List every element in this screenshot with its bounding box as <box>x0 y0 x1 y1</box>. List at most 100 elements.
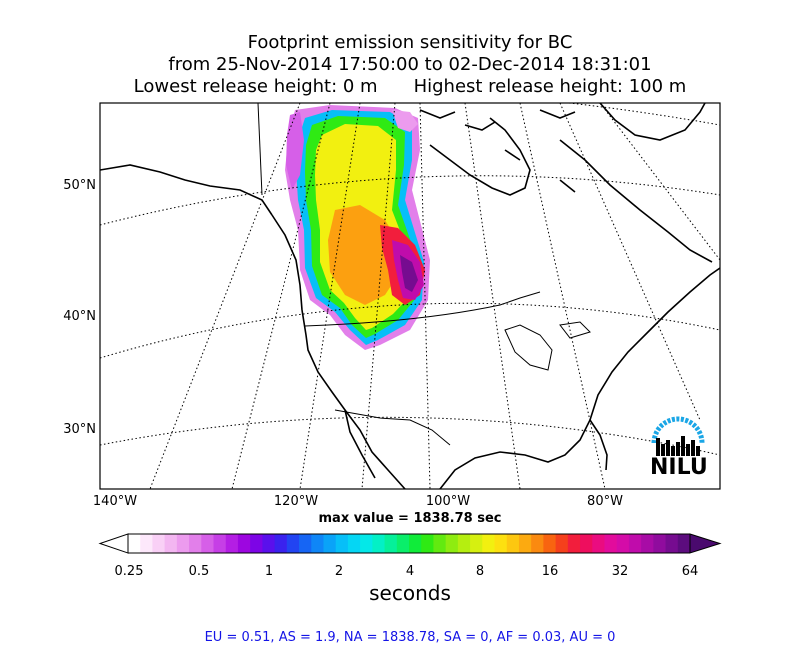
colorbar-segment <box>262 534 276 553</box>
coast-arctic-islands <box>419 109 576 193</box>
colorbar-segment <box>347 534 361 553</box>
colorbar-segment <box>384 534 398 553</box>
max-value-label: max value = 1838.78 sec <box>318 511 502 526</box>
colorbar-segment <box>518 534 532 553</box>
colorbar-max-arrow <box>689 533 722 554</box>
lon-line-110 <box>361 103 396 489</box>
nilu-logo <box>651 416 705 456</box>
colorbar-tick-0.5: 0.5 <box>188 564 210 579</box>
colorbar-segment <box>323 534 337 553</box>
coast-greenland <box>599 103 706 141</box>
nilu-skyline-icon <box>656 436 700 456</box>
colorbar-segment <box>494 534 508 553</box>
lat-line-30 <box>100 416 720 456</box>
colorbar-segment <box>128 534 141 553</box>
coastlines <box>100 103 720 489</box>
lon-line-60 <box>599 103 720 261</box>
colorbar-segment <box>176 534 190 553</box>
colorbar-tick-32: 32 <box>611 564 629 579</box>
coast-gulf-mexico <box>439 419 591 489</box>
nilu-arc-icon <box>651 416 705 444</box>
coast-us-west <box>301 309 406 489</box>
colorbar <box>98 533 722 554</box>
colorbar-segment <box>555 534 569 553</box>
colorbar-segment <box>189 534 202 553</box>
colorbar-segment <box>201 534 215 553</box>
colorbar-segment <box>140 534 154 553</box>
lat-label-30: 30°N <box>63 422 96 437</box>
colorbar-segment <box>592 534 606 553</box>
colorbar-segment <box>274 534 288 553</box>
colorbar-segment <box>580 534 593 553</box>
colorbar-segment <box>482 534 496 553</box>
lon-label-100: 100°W <box>425 494 471 509</box>
colorbar-frame <box>128 533 690 554</box>
colorbar-tick-4: 4 <box>405 564 415 579</box>
coast-hudson-bay <box>429 117 531 196</box>
colorbar-segment <box>653 534 667 553</box>
lon-label-140: 140°W <box>92 494 138 509</box>
lon-label-120: 120°W <box>273 494 319 509</box>
colorbar-segment <box>335 534 349 553</box>
coast-labrador <box>559 139 713 263</box>
release-heights: Lowest release height: 0 m Highest releas… <box>0 76 800 98</box>
graticule <box>100 103 720 489</box>
borders <box>257 103 591 446</box>
lon-line-80 <box>519 103 606 489</box>
alaska-border <box>257 103 263 196</box>
colorbar-segment <box>543 534 557 553</box>
lowest-release-height: Lowest release height: 0 m <box>133 76 378 97</box>
colorbar-label: seconds <box>369 581 451 605</box>
colorbar-segment <box>445 534 459 553</box>
us-canada-border <box>304 291 541 327</box>
colorbar-segment <box>616 534 630 553</box>
colorbar-segment <box>237 534 251 553</box>
footprint-plume <box>285 105 430 350</box>
nilu-logo-text: NILU <box>650 455 708 480</box>
colorbar-min-arrow <box>98 533 129 554</box>
colorbar-segment <box>665 534 679 553</box>
colorbar-segment <box>360 534 373 553</box>
coast-atlantic <box>589 267 720 421</box>
colorbar-segment <box>457 534 471 553</box>
colorbar-segment <box>311 534 325 553</box>
colorbar-segment <box>299 534 312 553</box>
colorbar-tick-8: 8 <box>475 564 485 579</box>
lon-line-100 <box>419 103 431 489</box>
map-content <box>100 103 720 489</box>
coast-pacific-northwest <box>271 214 303 311</box>
colorbar-segment <box>213 534 227 553</box>
us-mexico-border <box>334 409 451 446</box>
plume-north-magenta <box>392 110 418 132</box>
region-totals: EU = 0.51, AS = 1.9, NA = 1838.78, SA = … <box>204 630 616 645</box>
colorbar-segment <box>604 534 618 553</box>
lon-line-140 <box>149 103 301 489</box>
colorbar-tick-1: 1 <box>264 564 274 579</box>
lat-label-50: 50°N <box>63 178 96 193</box>
colorbar-tick-0.25: 0.25 <box>114 564 144 579</box>
colorbar-segment <box>421 534 435 553</box>
colorbar-segment <box>250 534 263 553</box>
chart-title: Footprint emission sensitivity for BC <box>247 32 573 53</box>
colorbar-segment <box>396 534 410 553</box>
colorbar-segment <box>506 534 520 553</box>
map-frame <box>99 102 721 490</box>
lon-line-90 <box>464 103 521 489</box>
colorbar-segment <box>567 534 581 553</box>
coast-alaska <box>100 164 273 216</box>
lon-line-120 <box>299 103 361 489</box>
colorbar-segment <box>641 534 654 553</box>
lon-label-80: 80°W <box>587 494 623 509</box>
chart-period: from 25-Nov-2014 17:50:00 to 02-Dec-2014… <box>168 54 652 75</box>
coast-baja <box>344 409 376 479</box>
plume-west-purple <box>286 112 304 190</box>
colorbar-tick-64: 64 <box>681 564 699 579</box>
great-lakes <box>504 321 591 371</box>
colorbar-segment <box>286 534 300 553</box>
lat-label-40: 40°N <box>63 309 96 324</box>
colorbar-segment <box>470 534 483 553</box>
colorbar-segment <box>628 534 642 553</box>
colorbar-segment <box>225 534 239 553</box>
colorbar-tick-16: 16 <box>541 564 559 579</box>
